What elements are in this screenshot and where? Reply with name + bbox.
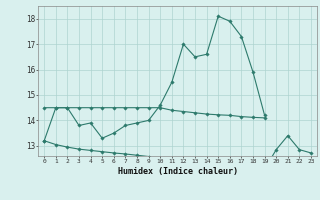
X-axis label: Humidex (Indice chaleur): Humidex (Indice chaleur) — [118, 167, 238, 176]
